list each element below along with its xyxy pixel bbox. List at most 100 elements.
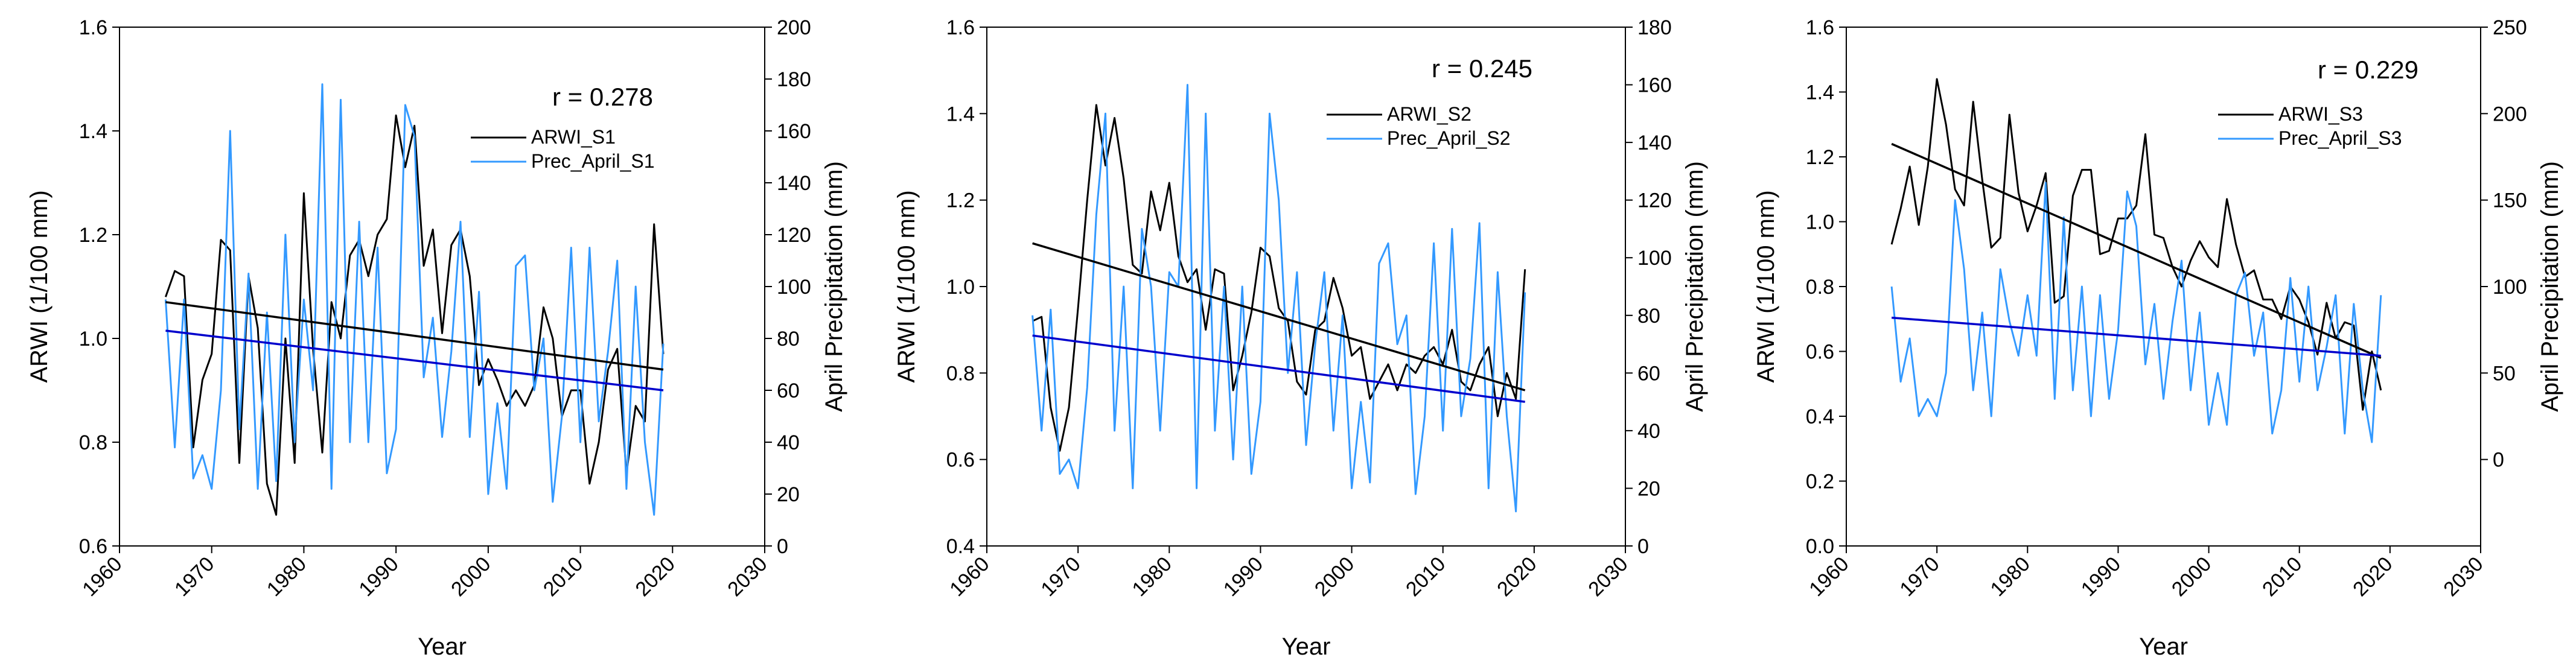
series-line-prec-april-s1	[164, 83, 665, 516]
series-line-arwi-s2-trend	[1032, 242, 1526, 392]
x-axis-title: Year	[2139, 633, 2188, 660]
y-tick-label: 0.8	[79, 431, 107, 454]
y-tick-label: 1.6	[79, 16, 107, 39]
x-tick-label: 1970	[1036, 553, 1085, 601]
y2-tick-label: 180	[1637, 16, 1672, 39]
x-tick-label: 2030	[2439, 553, 2487, 601]
y2-axis-title: April Precipitation (mm)	[1682, 161, 1708, 412]
x-tick-label: 1990	[354, 553, 403, 601]
x-tick-label: 1960	[945, 553, 993, 601]
y2-tick-label: 60	[777, 379, 800, 402]
legend-entry: Prec_April_S2	[1387, 127, 1511, 149]
y2-axis-title: April Precipitation (mm)	[821, 161, 847, 412]
y2-tick-label: 40	[777, 431, 800, 454]
series-line-arwi-s3-trend	[1891, 142, 2382, 359]
legend-entry: ARWI_S3	[2278, 103, 2363, 125]
x-tick-label: 2000	[1310, 553, 1359, 601]
x-tick-label: 2010	[539, 553, 587, 601]
y2-tick-label: 140	[1637, 132, 1672, 154]
y-tick-label: 1.2	[79, 224, 107, 247]
y-tick-label: 1.2	[946, 189, 975, 212]
series-group	[1890, 78, 2382, 443]
legend-entry: ARWI_S2	[1387, 103, 1471, 125]
x-tick-label: 1980	[263, 553, 311, 601]
x-tick-label: 1990	[2077, 553, 2125, 601]
y2-tick-label: 180	[777, 68, 811, 91]
series-line-prec-april-s2	[1031, 84, 1526, 513]
y-tick-label: 0.8	[1806, 276, 1834, 299]
x-tick-label: 2030	[723, 553, 771, 601]
series-line-prec-april-s3	[1890, 182, 2382, 443]
y-tick-label: 1.6	[946, 16, 975, 39]
correlation-label: r = 0.229	[2318, 56, 2418, 84]
y2-tick-label: 150	[2493, 189, 2527, 212]
y-tick-label: 1.2	[1806, 146, 1834, 169]
y-tick-label: 1.0	[1806, 211, 1834, 234]
y-tick-label: 1.4	[79, 120, 107, 143]
y2-tick-label: 20	[1637, 477, 1660, 500]
x-axis-title: Year	[418, 633, 467, 660]
y2-tick-label: 100	[2493, 276, 2527, 299]
y2-tick-label: 40	[1637, 420, 1660, 443]
y2-tick-label: 120	[777, 224, 811, 247]
y-tick-label: 0.6	[1806, 341, 1834, 364]
y2-tick-label: 0	[777, 535, 788, 558]
x-tick-label: 2000	[2167, 553, 2216, 601]
y2-tick-label: 140	[777, 172, 811, 195]
y-tick-label: 0.2	[1806, 471, 1834, 493]
x-tick-label: 2010	[2258, 553, 2306, 601]
x-tick-label: 1960	[1805, 553, 1853, 601]
y2-tick-label: 200	[2493, 103, 2527, 125]
series-line-arwi-s1	[164, 114, 665, 516]
correlation-label: r = 0.245	[1432, 54, 1532, 83]
y2-tick-label: 60	[1637, 362, 1660, 385]
y2-tick-label: 250	[2493, 16, 2527, 39]
y2-tick-label: 80	[777, 328, 800, 350]
y2-axis-title: April Precipitation (mm)	[2537, 161, 2563, 412]
x-tick-label: 1970	[1895, 553, 1943, 601]
x-tick-label: 1970	[170, 553, 218, 601]
chart-panel-s2: 1960 1970 1980 1990 2000 2010 2020 2030 0.4 0.6 0.…	[893, 16, 1708, 660]
y-axis-title: ARWI (1/100 mm)	[26, 190, 53, 382]
series-line-prec-april-s1-trend	[165, 329, 664, 392]
y-tick-label: 0.6	[946, 449, 975, 472]
x-tick-label: 2030	[1584, 553, 1632, 601]
y2-tick-label: 50	[2493, 362, 2516, 385]
y2-tick-label: 120	[1637, 189, 1672, 212]
x-tick-label: 2010	[1401, 553, 1450, 601]
y2-tick-label: 0	[1637, 535, 1649, 558]
chart-panel-s3: 1960 1970 1980 1990 2000 2010 2020 20300.00.20.…	[1753, 16, 2563, 660]
legend-entry: Prec_April_S3	[2278, 127, 2402, 149]
x-tick-label: 1960	[78, 553, 126, 601]
y2-tick-label: 160	[777, 120, 811, 143]
y2-tick-label: 200	[777, 16, 811, 39]
y-tick-label: 0.4	[1806, 405, 1834, 428]
legend-entry: ARWI_S1	[531, 126, 616, 148]
y2-tick-label: 100	[1637, 247, 1672, 270]
series-line-prec-april-s2-trend	[1032, 334, 1525, 403]
x-tick-label: 1980	[1128, 553, 1176, 601]
y-axis-title: ARWI (1/100 mm)	[1753, 190, 1779, 382]
series-line-prec-april-s3-trend	[1891, 316, 2381, 357]
series-group	[164, 83, 665, 516]
y-tick-label: 0.8	[946, 362, 975, 385]
x-tick-label: 1980	[1986, 553, 2035, 601]
series-line-arwi-s3	[1890, 78, 2382, 411]
plot-frame	[986, 27, 1626, 547]
y-tick-label: 0.6	[79, 535, 107, 558]
y-tick-label: 1.6	[1806, 16, 1834, 39]
correlation-label: r = 0.278	[552, 83, 653, 111]
series-line-arwi-s2	[1031, 104, 1526, 452]
series-line-arwi-s1-trend	[165, 301, 664, 371]
y-axis-title: ARWI (1/100 mm)	[893, 190, 920, 382]
y2-tick-label: 0	[2493, 449, 2504, 472]
x-axis-title: Year	[1282, 633, 1331, 660]
y-tick-label: 0.4	[946, 535, 975, 558]
series-group	[1031, 84, 1526, 513]
y2-tick-label: 100	[777, 276, 811, 299]
x-tick-label: 2020	[631, 553, 680, 601]
y-tick-label: 1.4	[946, 103, 975, 125]
